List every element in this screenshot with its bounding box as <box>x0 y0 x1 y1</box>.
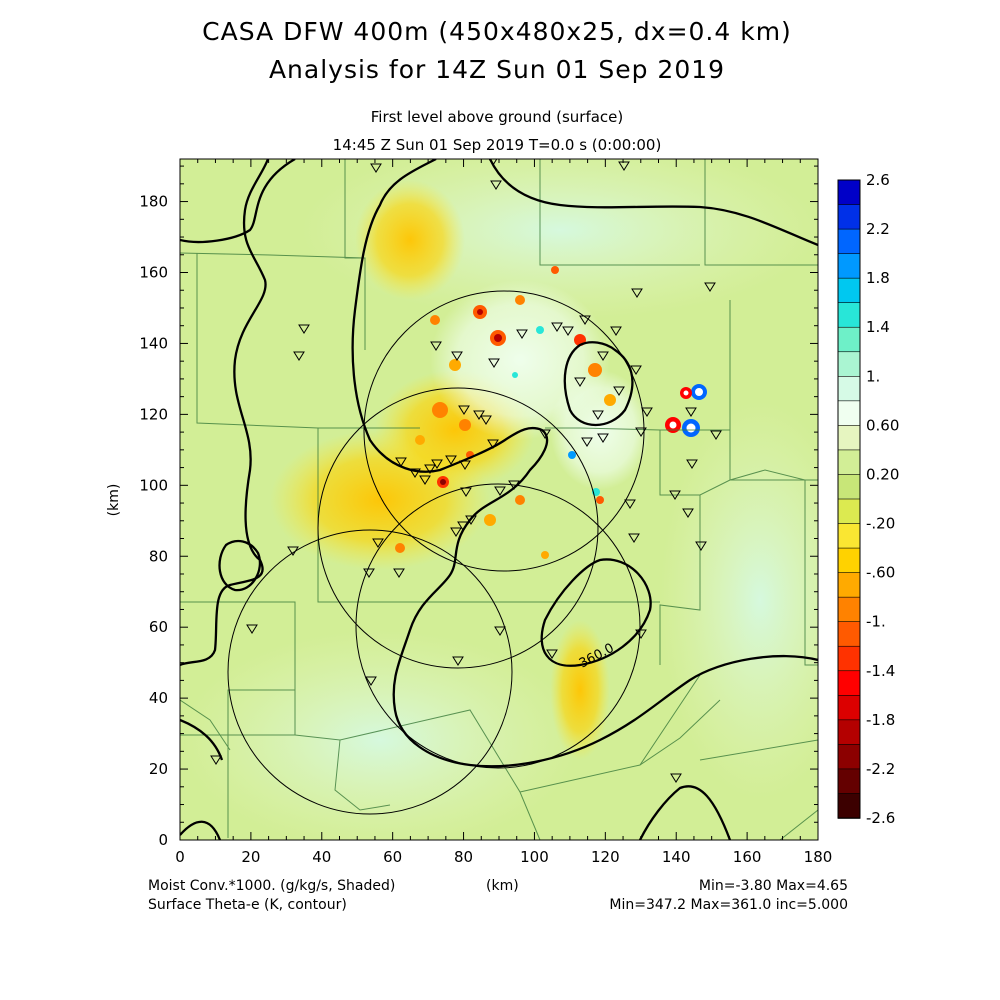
colorbar-swatch <box>837 400 861 427</box>
colorbar-swatch <box>837 645 861 672</box>
colorbar-label: -.60 <box>866 564 895 582</box>
y-axis-label: (km) <box>106 484 122 517</box>
x-tick-labels: 0 20 40 60 80 100 120 140 160 180 <box>175 848 832 866</box>
colorbar-swatch <box>837 523 861 549</box>
colorbar-swatch <box>837 596 861 623</box>
colorbar-swatch <box>837 670 861 697</box>
colorbar-swatch <box>837 719 861 746</box>
y-tick-label: 20 <box>149 760 168 778</box>
x-tick-label: 160 <box>733 848 762 866</box>
title-line-2: Analysis for 14Z Sun 01 Sep 2019 <box>269 55 725 84</box>
colorbar-label: -1. <box>866 613 886 631</box>
colorbar-swatch <box>837 449 861 476</box>
colorbar-swatch <box>837 768 861 795</box>
colorbar-swatch <box>837 277 861 304</box>
x-tick-label: 60 <box>383 848 402 866</box>
convective-cells <box>395 266 707 559</box>
shade-yellow-northwest <box>355 180 465 300</box>
colorbar-label: -.20 <box>866 515 895 533</box>
colorbar-swatch <box>837 547 861 574</box>
shade-yellow-southeast <box>550 620 610 760</box>
colorbar-swatch <box>837 326 861 353</box>
axis-ticks <box>179 159 819 841</box>
x-tick-label: 0 <box>175 848 185 866</box>
colorbar-swatch <box>837 695 861 721</box>
colorbar-label: 1.8 <box>866 269 890 287</box>
colorbar-label: -2.2 <box>866 760 895 778</box>
colorbar-frame <box>837 179 861 819</box>
map-plot: 360.0 <box>180 159 818 840</box>
county-boundaries <box>180 159 818 840</box>
colorbar-label: 0.60 <box>866 416 899 434</box>
x-tick-label: 20 <box>241 848 260 866</box>
footer-contour-field: Surface Theta-e (K, contour) <box>148 897 347 913</box>
colorbar-label: 1.4 <box>866 318 890 336</box>
footer-contour-minmax: Min=347.2 Max=361.0 inc=5.000 <box>609 897 848 913</box>
colorbar-swatch <box>837 498 861 525</box>
y-tick-label: 60 <box>149 618 168 636</box>
colorbar-label: 1. <box>866 367 880 385</box>
colorbar-swatch <box>837 621 861 648</box>
colorbar-swatch <box>837 744 861 770</box>
y-tick-label: 180 <box>139 193 168 211</box>
footer-shaded-field: Moist Conv.*1000. (g/kg/s, Shaded) <box>148 878 395 894</box>
colorbar <box>837 179 861 819</box>
colorbar-swatch <box>837 572 861 598</box>
colorbar-swatch <box>837 351 861 378</box>
x-tick-label: 140 <box>662 848 691 866</box>
colorbar-swatch <box>837 302 861 329</box>
subtitle-level: First level above ground (surface) <box>371 108 624 126</box>
x-tick-label: 180 <box>804 848 833 866</box>
colorbar-label: -2.6 <box>866 809 895 827</box>
station-markers <box>210 159 722 783</box>
y-tick-label: 160 <box>139 264 168 282</box>
colorbar-swatch <box>837 376 861 402</box>
colorbar-swatch <box>837 253 861 279</box>
x-tick-label: 40 <box>312 848 331 866</box>
shade-pale-southwest <box>180 630 580 840</box>
colorbar-label: -1.8 <box>866 711 895 729</box>
x-tick-label: 120 <box>591 848 620 866</box>
y-tick-label: 100 <box>139 476 168 494</box>
y-tick-label: 140 <box>139 334 168 352</box>
y-tick-label: 40 <box>149 689 168 707</box>
colorbar-label: 0.20 <box>866 465 899 483</box>
subtitle-time: 14:45 Z Sun 01 Sep 2019 T=0.0 s (0:00:00… <box>333 136 662 154</box>
colorbar-swatch <box>837 228 861 255</box>
footer-shaded-minmax: Min=-3.80 Max=4.65 <box>699 878 848 894</box>
x-tick-label: 100 <box>520 848 549 866</box>
colorbar-swatch <box>837 793 861 819</box>
colorbar-labels: 2.6 2.2 1.8 1.4 1. 0.60 0.20 -.20 -.60 -… <box>866 171 899 827</box>
colorbar-label: -1.4 <box>866 662 895 680</box>
y-tick-label: 80 <box>149 547 168 565</box>
colorbar-label: 2.6 <box>866 171 890 189</box>
colorbar-swatch <box>837 179 861 206</box>
colorbar-swatch <box>837 425 861 451</box>
colorbar-label: 2.2 <box>866 220 890 238</box>
x-tick-label: 80 <box>454 848 473 866</box>
y-tick-label: 120 <box>139 405 168 423</box>
y-tick-labels: 0 20 40 60 80 100 120 140 160 180 <box>139 193 168 849</box>
colorbar-swatch <box>837 204 861 230</box>
x-axis-label: (km) <box>486 878 519 894</box>
theta-e-contours <box>180 159 818 840</box>
shade-white-east <box>550 370 650 490</box>
title-line-1: CASA DFW 400m (450x480x25, dx=0.4 km) <box>202 17 792 46</box>
y-tick-label: 0 <box>158 831 168 849</box>
colorbar-swatch <box>837 474 861 500</box>
